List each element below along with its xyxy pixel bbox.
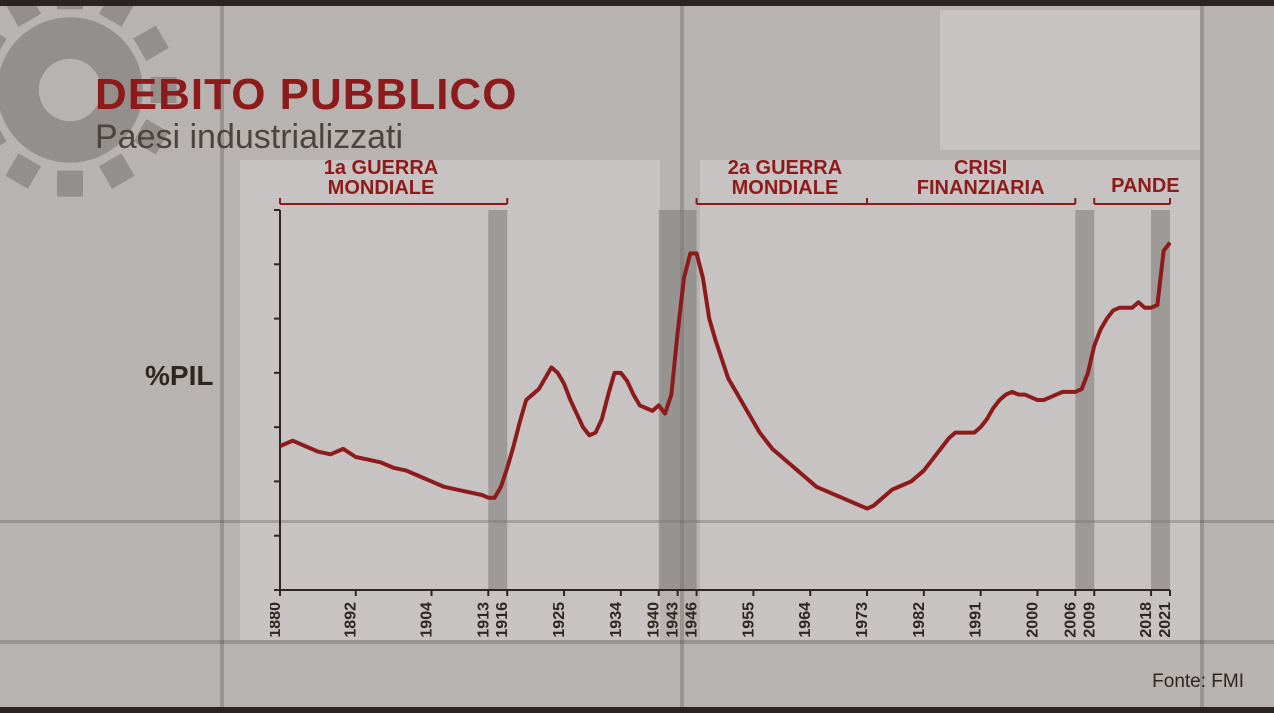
- frame-top: [0, 0, 1274, 6]
- x-tick-label: 1925: [551, 602, 568, 638]
- x-tick-label: 1955: [740, 602, 757, 638]
- y-axis-title: %PIL: [145, 360, 213, 392]
- event-band: [488, 210, 507, 590]
- chart-title: DEBITO PUBBLICO: [95, 70, 517, 120]
- x-tick-label: 1982: [911, 602, 928, 638]
- x-tick-label: 1943: [665, 602, 682, 638]
- x-tick-label: 1916: [494, 602, 511, 638]
- x-tick-label: 2018: [1138, 602, 1155, 638]
- event-band: [659, 210, 697, 590]
- frame-bottom: [0, 707, 1274, 713]
- annotation-label: MONDIALE: [732, 177, 839, 199]
- debt-line-chart: 1a GUERRAMONDIALE2a GUERRAMONDIALECRISIF…: [270, 160, 1180, 650]
- x-tick-label: 2021: [1157, 602, 1174, 638]
- x-tick-label: 2009: [1081, 602, 1098, 638]
- x-tick-label: 2006: [1062, 602, 1079, 638]
- x-tick-label: 1940: [646, 602, 663, 638]
- x-tick-label: 1946: [684, 602, 701, 638]
- x-tick-label: 1913: [475, 602, 492, 638]
- annotation-label: PANDEMIA: [1111, 175, 1180, 197]
- x-tick-label: 1973: [854, 602, 871, 638]
- x-tick-label: 2000: [1024, 602, 1041, 638]
- x-tick-label: 1892: [343, 602, 360, 638]
- x-tick-label: 1964: [797, 602, 814, 638]
- x-tick-label: 1880: [270, 602, 284, 638]
- source-credit: Fonte: FMI: [1152, 671, 1244, 693]
- event-band: [1075, 210, 1094, 590]
- annotation-label: MONDIALE: [328, 177, 435, 199]
- x-tick-label: 1904: [418, 602, 435, 638]
- debt-series-line: [280, 243, 1170, 509]
- x-tick-label: 1934: [608, 602, 625, 638]
- x-tick-label: 1991: [968, 602, 985, 638]
- annotation-label: FINANZIARIA: [917, 177, 1045, 199]
- chart-subtitle: Paesi industrializzati: [95, 118, 403, 157]
